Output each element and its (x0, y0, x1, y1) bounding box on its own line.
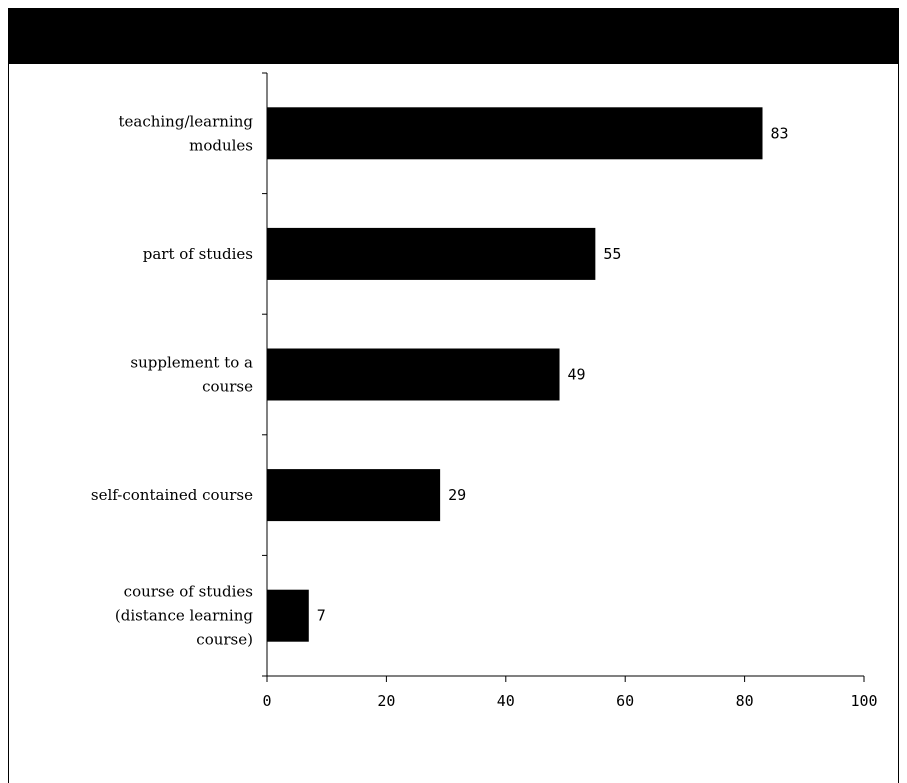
category-label-line: part of studies (143, 245, 253, 263)
header-bar (8, 8, 899, 64)
category-label-line: course (202, 378, 253, 396)
category-label: self-contained course (91, 486, 253, 504)
category-label-line: self-contained course (91, 486, 253, 504)
bar (267, 348, 560, 401)
category-label-line: modules (189, 136, 253, 154)
category-label-line: supplement to a (130, 354, 253, 372)
category-label-line: course of studies (124, 583, 253, 601)
data-label: 83 (771, 124, 789, 142)
category-label-line: (distance learning (115, 607, 254, 625)
bar (267, 469, 441, 522)
data-label: 49 (568, 366, 586, 384)
category-label-line: course) (196, 631, 253, 649)
bar (267, 107, 763, 160)
category-label-line: teaching/learning (118, 112, 253, 130)
x-tick-label: 20 (377, 692, 395, 710)
chart-labels: 0 20 40 60 80 100 83 teaching/learning modules 55… (91, 112, 878, 710)
bar (267, 589, 309, 642)
data-label: 29 (448, 486, 466, 504)
category-label: course of studies (distance learning cours… (115, 583, 254, 649)
category-label: part of studies (143, 245, 253, 263)
x-tick-label: 40 (497, 692, 515, 710)
category-label: supplement to a course (130, 354, 253, 396)
chart-bars (267, 107, 763, 642)
x-tick-label: 60 (616, 692, 634, 710)
x-tick-label: 80 (736, 692, 754, 710)
data-label: 7 (317, 607, 326, 625)
x-tick-label: 100 (850, 692, 877, 710)
bar (267, 227, 596, 280)
category-label: teaching/learning modules (118, 112, 253, 154)
chart-frame (8, 8, 899, 783)
x-tick-label: 0 (262, 692, 271, 710)
data-label: 55 (603, 245, 621, 263)
